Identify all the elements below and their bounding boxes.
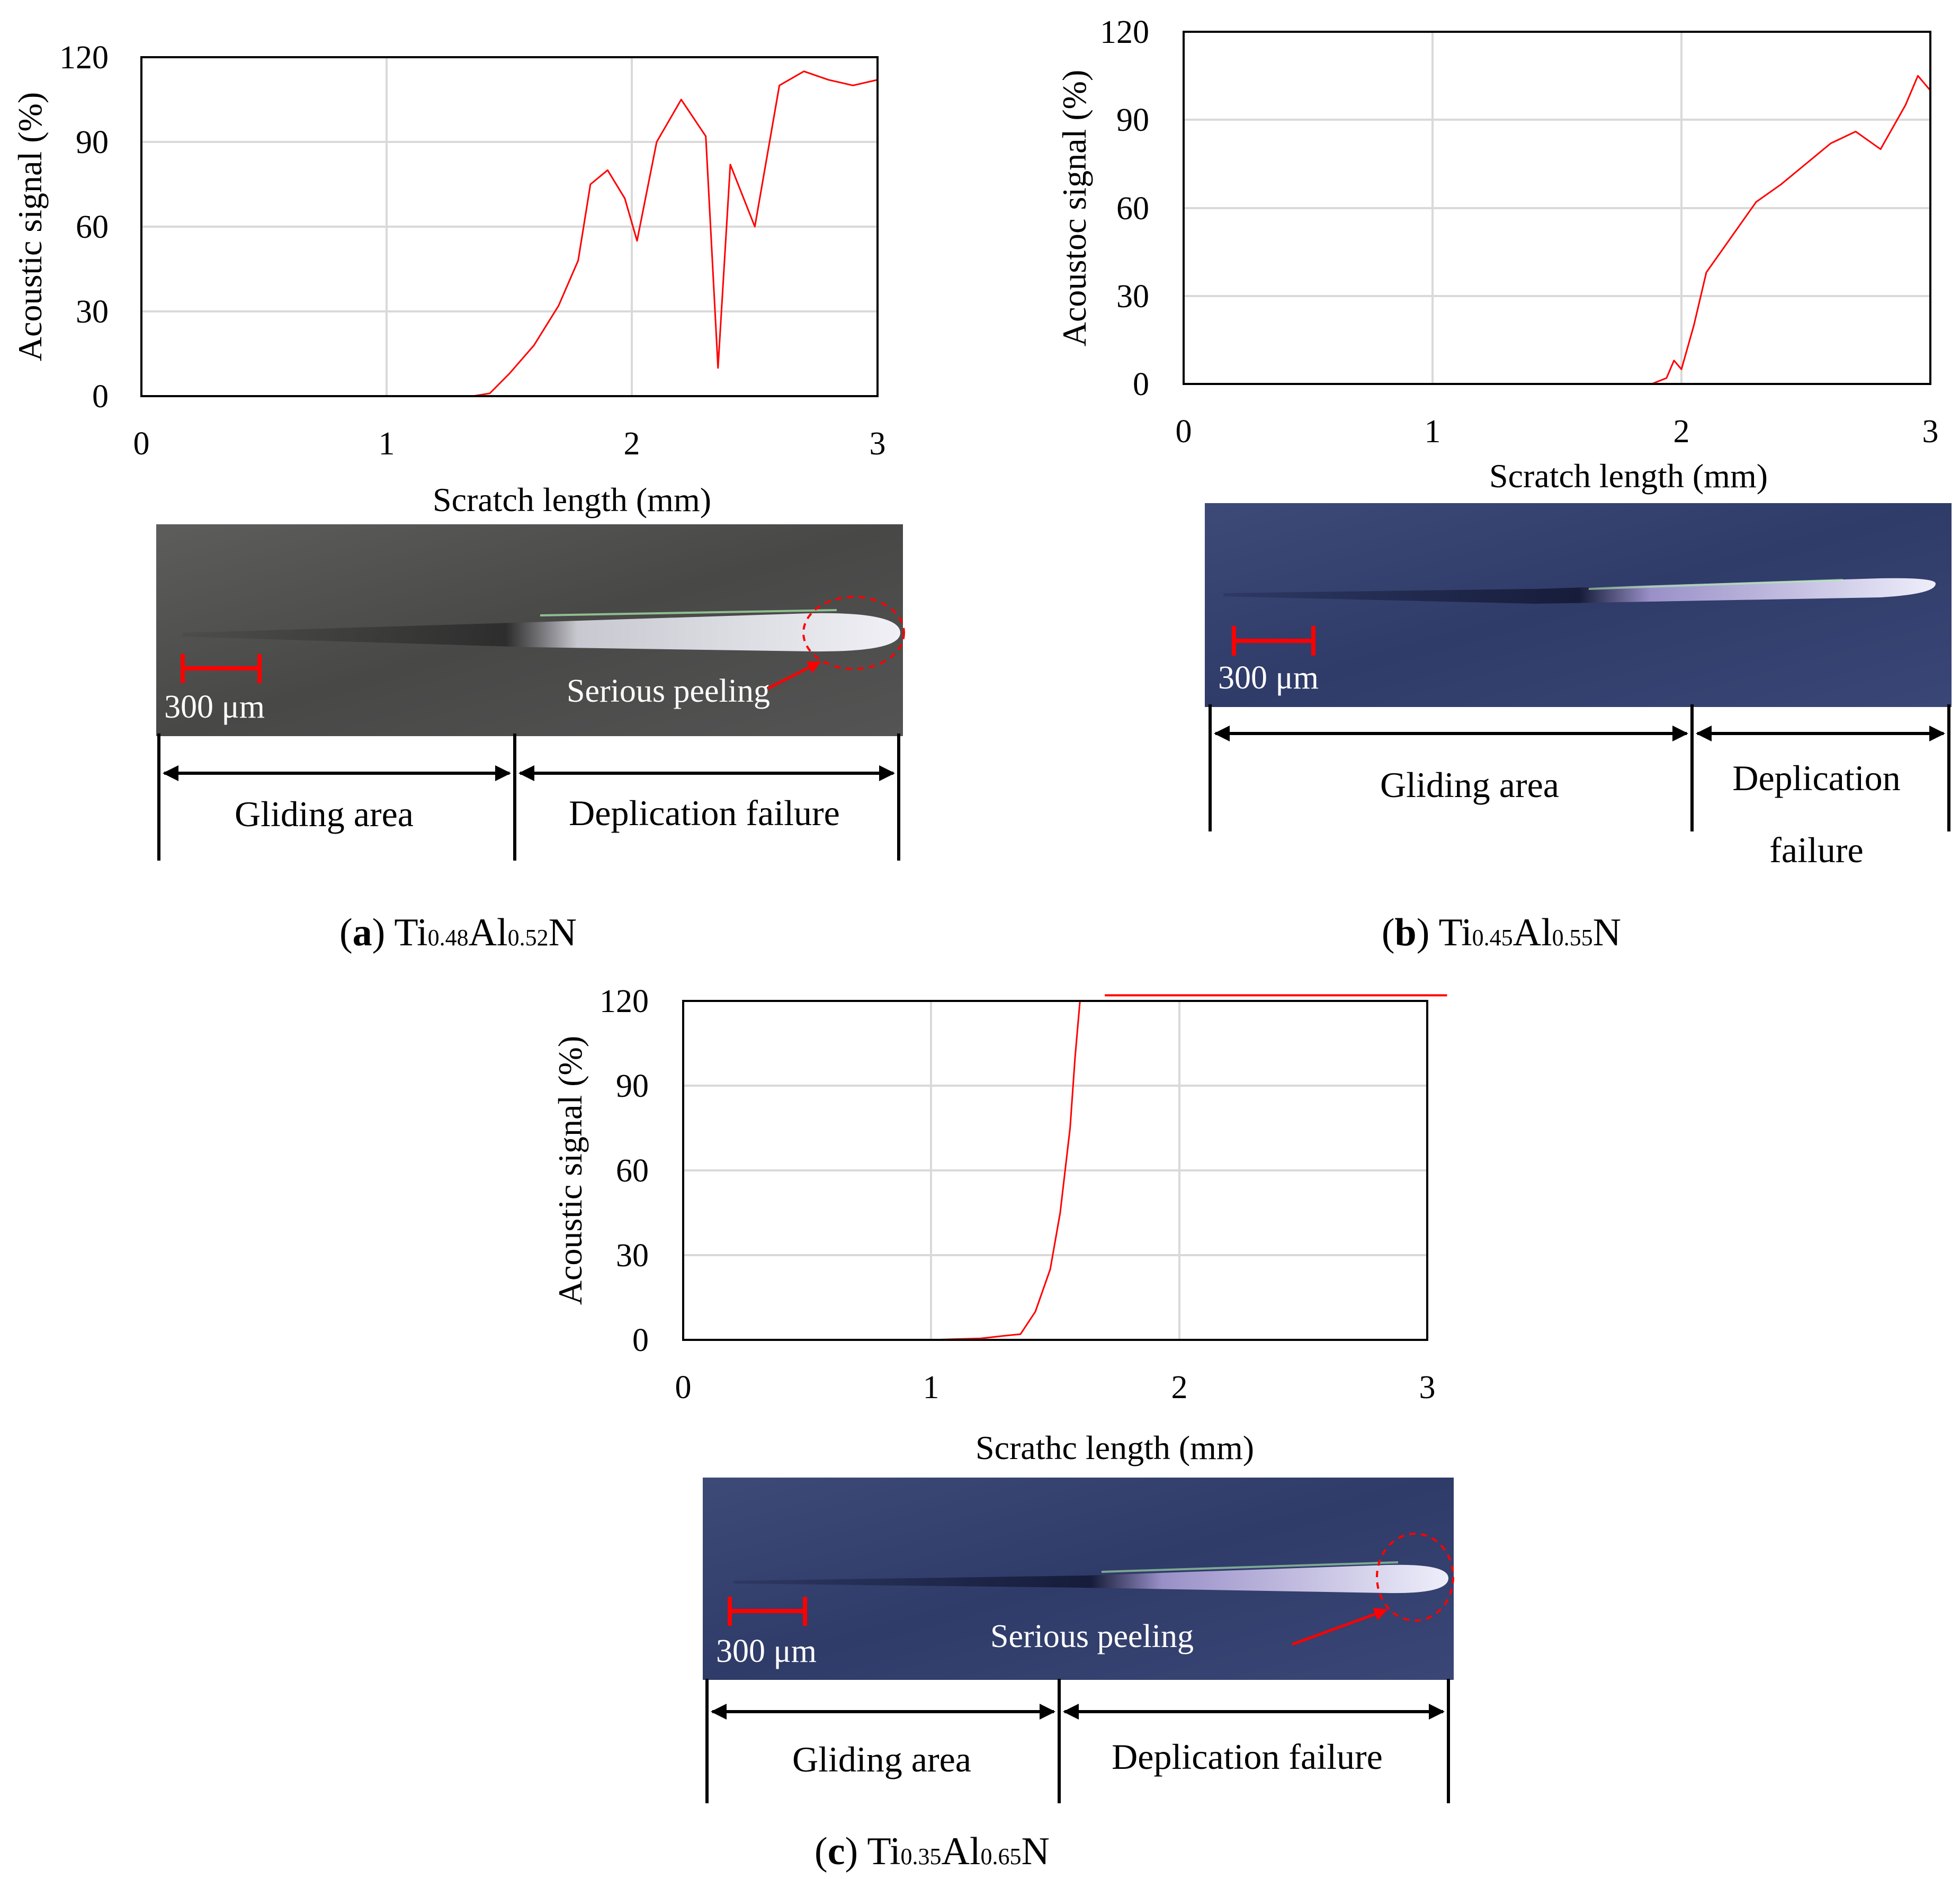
plot-frame (1183, 31, 1931, 385)
peeling-highlight-circle (802, 596, 905, 670)
caption-ti-subscript: 0.35 (901, 1844, 942, 1869)
panel-caption: (c) Ti0.35Al0.65N (815, 1830, 1050, 1873)
x-tick-label: 2 (1171, 1370, 1188, 1406)
scale-bar-label: 300 μm (1218, 660, 1319, 696)
x-tick-labels: 0 1 2 3 (133, 426, 886, 462)
acoustic-signal-series (1184, 75, 1931, 385)
x-tick-labels: 0 1 2 3 (1176, 414, 1939, 450)
panel-caption: (b) Ti0.45Al0.55N (1382, 911, 1621, 954)
x-axis-label: Scrathc length (mm) (975, 1429, 1254, 1466)
y-tick-label: 120 (59, 40, 109, 76)
y-tick-label: 90 (76, 124, 109, 160)
panel-c: 0 30 60 90 120 0 1 2 3 Scrathc length (m… (551, 983, 1454, 1873)
annotation-arrow (767, 660, 821, 690)
x-tick-label: 3 (1419, 1370, 1436, 1406)
region-label-failure: Deplication failure (1112, 1737, 1383, 1777)
scale-bar-label: 300 μm (716, 1633, 817, 1669)
y-tick-label: 30 (76, 294, 109, 330)
scratch-micrograph: 300 μm (1205, 503, 1952, 707)
caption-al-subscript: 0.55 (1552, 925, 1593, 951)
caption-letter: c (828, 1830, 845, 1873)
y-axis-label: Acoustic signal (%) (551, 1036, 589, 1305)
y-tick-label: 0 (1133, 366, 1149, 402)
y-tick-label: 30 (1116, 279, 1149, 315)
y-axis-label: Acoustoc signal (%) (1055, 70, 1093, 347)
signal-line (141, 70, 878, 397)
region-label-failure: Deplication failure (569, 793, 840, 833)
y-tick-label: 120 (1100, 14, 1149, 50)
panel-caption: (a) Ti0.48Al0.52N (339, 911, 577, 954)
y-tick-label: 60 (616, 1153, 649, 1189)
y-tick-label: 60 (1116, 191, 1149, 227)
region-label-gliding: Gliding area (235, 794, 414, 834)
x-tick-label: 0 (1176, 414, 1192, 450)
peeling-annotation: Serious peeling (990, 1618, 1194, 1654)
region-label-gliding: Gliding area (1380, 765, 1559, 805)
region-markers: Gliding area Deplication failure (1209, 704, 1950, 870)
y-tick-label: 0 (92, 379, 109, 415)
x-tick-label: 2 (1673, 414, 1690, 450)
caption-letter: b (1395, 911, 1417, 954)
scratch-micrograph: 300 μm Serious peeling (703, 1478, 1454, 1680)
y-tick-labels: 0 30 60 90 120 (1100, 14, 1149, 402)
region-label-gliding: Gliding area (792, 1739, 971, 1779)
x-axis-label: Scratch length (mm) (433, 481, 711, 518)
signal-line (1184, 75, 1931, 385)
y-tick-label: 120 (599, 983, 649, 1019)
region-label-failure-line2: failure (1769, 830, 1863, 870)
plot-frame (140, 56, 879, 397)
x-tick-label: 1 (923, 1370, 939, 1406)
caption-letter: a (353, 911, 372, 954)
y-tick-labels: 0 30 60 90 120 (59, 40, 109, 415)
y-tick-labels: 0 30 60 90 120 (599, 983, 649, 1358)
y-tick-label: 60 (76, 209, 109, 245)
y-tick-label: 30 (616, 1238, 649, 1274)
caption-ti-subscript: 0.48 (428, 925, 469, 951)
panel-b: 0 30 60 90 120 0 1 2 3 Scratch length (m… (1055, 14, 1952, 954)
x-tick-label: 3 (1922, 414, 1939, 450)
x-tick-label: 2 (624, 426, 640, 462)
peeling-annotation: Serious peeling (567, 673, 770, 709)
x-tick-label: 1 (379, 426, 395, 462)
gridlines (683, 1001, 1427, 1340)
caption-al-subscript: 0.65 (981, 1844, 1022, 1869)
x-tick-label: 3 (870, 426, 886, 462)
region-markers: Gliding area Deplication failure (157, 733, 900, 861)
y-tick-label: 90 (1116, 102, 1149, 138)
x-tick-labels: 0 1 2 3 (675, 1370, 1436, 1406)
scratch-micrograph: 300 μm Serious peeling (156, 524, 905, 736)
caption-ti-subscript: 0.45 (1472, 925, 1513, 951)
y-axis-label: Acoustic signal (%) (11, 92, 49, 361)
y-tick-label: 90 (616, 1068, 649, 1104)
acoustic-signal-series (141, 70, 878, 397)
panel-a: 0 30 60 90 120 0 1 2 3 Scratch length (m… (11, 40, 905, 954)
x-axis-label: Scratch length (mm) (1489, 457, 1768, 495)
y-tick-label: 0 (632, 1322, 649, 1358)
gridlines (141, 57, 878, 396)
gridlines (1184, 32, 1930, 384)
caption-al-subscript: 0.52 (508, 925, 549, 951)
region-label-failure-line1: Deplication (1732, 758, 1900, 798)
x-tick-label: 0 (133, 426, 150, 462)
region-markers: Gliding area Deplication failure (705, 1679, 1450, 1803)
plot-frame (682, 1000, 1428, 1341)
annotation-arrow (1292, 1607, 1388, 1646)
peeling-highlight-circle (1376, 1533, 1454, 1622)
x-tick-label: 0 (675, 1370, 692, 1406)
x-tick-label: 1 (1425, 414, 1441, 450)
scale-bar-label: 300 μm (164, 689, 265, 725)
